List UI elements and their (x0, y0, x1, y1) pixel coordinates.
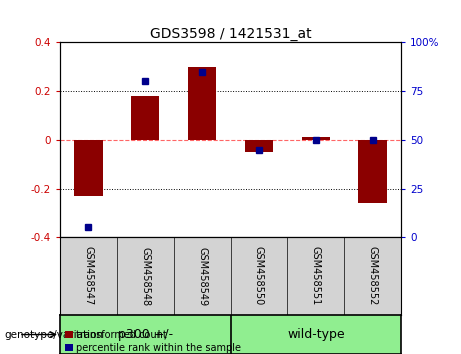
Text: GSM458552: GSM458552 (367, 246, 378, 306)
Bar (74, 140, 102, 196)
Title: GDS3598 / 1421531_at: GDS3598 / 1421531_at (150, 28, 311, 41)
Text: GSM458550: GSM458550 (254, 246, 264, 306)
Text: GSM458548: GSM458548 (140, 246, 150, 306)
Bar (301, 137, 330, 140)
Text: genotype/variation: genotype/variation (5, 330, 104, 339)
Bar (188, 67, 216, 140)
Text: p300 +/-: p300 +/- (118, 328, 173, 341)
Bar (245, 140, 273, 152)
Text: GSM458549: GSM458549 (197, 246, 207, 306)
Bar (131, 96, 160, 140)
Text: GSM458551: GSM458551 (311, 246, 321, 306)
Text: wild-type: wild-type (287, 328, 344, 341)
Legend: transformed count, percentile rank within the sample: transformed count, percentile rank withi… (65, 330, 242, 353)
Bar (358, 140, 387, 203)
Text: GSM458547: GSM458547 (83, 246, 94, 306)
